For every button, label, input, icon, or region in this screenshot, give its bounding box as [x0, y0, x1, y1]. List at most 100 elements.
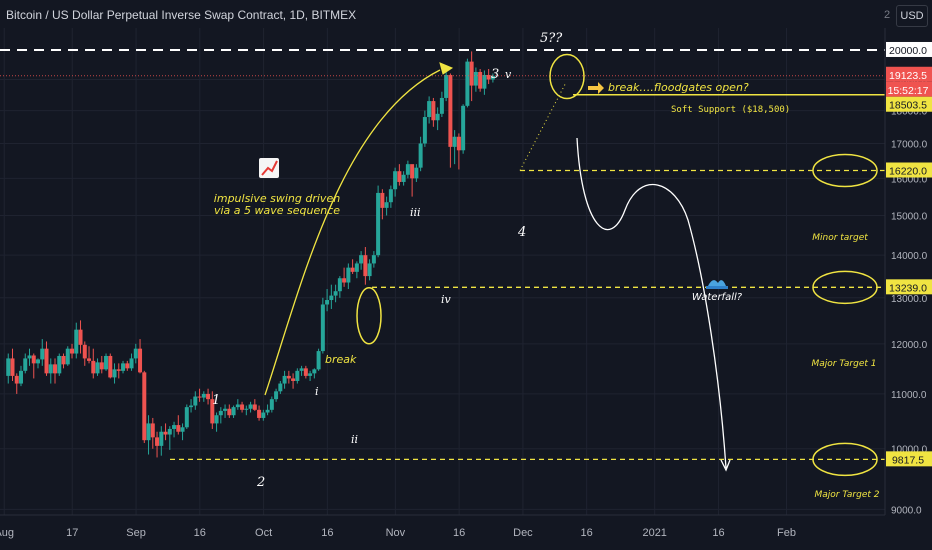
candle: [384, 202, 389, 208]
candle: [418, 143, 423, 168]
waterfall-label: Waterfall?: [692, 292, 743, 303]
candle: [452, 136, 457, 147]
candle: [329, 295, 334, 301]
major-target-2-ellipse: [812, 442, 878, 477]
candle: [405, 164, 410, 175]
candle: [210, 399, 215, 424]
time-tick-label: Sep: [126, 527, 146, 539]
candle: [201, 393, 206, 398]
candle: [320, 304, 325, 352]
candle: [40, 348, 45, 360]
wave-icon-base: [706, 286, 728, 289]
candle: [337, 278, 342, 292]
currency-button[interactable]: USD: [896, 5, 928, 27]
time-tick-label: 16: [194, 527, 206, 539]
candle: [278, 383, 283, 392]
wave-3-label: 3: [491, 67, 499, 82]
candle: [380, 192, 385, 208]
impulse-arrow-curve: [264, 69, 441, 396]
price-tick-label: 13000.0: [891, 294, 928, 305]
candle: [150, 423, 155, 438]
badge-major-target-1: 13239.0: [889, 282, 927, 294]
candle: [163, 431, 168, 435]
candle: [346, 267, 351, 283]
minor-target-label: Minor target: [812, 233, 868, 243]
chart-up-icon-line: [261, 160, 278, 176]
candle: [393, 171, 398, 190]
candle: [388, 189, 393, 203]
candle: [197, 396, 202, 398]
break-label: break: [325, 353, 357, 366]
candle: [99, 362, 104, 370]
candle: [167, 428, 172, 435]
badge-last-price: 19123.5: [889, 70, 927, 82]
candle: [478, 71, 483, 89]
candle: [252, 404, 257, 410]
wave-iv-label: iv: [441, 293, 452, 306]
candle: [155, 437, 160, 446]
chart-drawings: [0, 48, 885, 477]
candle: [401, 174, 406, 182]
pointing-hand-icon: [588, 82, 604, 94]
time-axis-bg: [0, 515, 885, 550]
candle: [44, 348, 49, 374]
break-ellipse: [356, 287, 382, 345]
candle: [354, 263, 359, 272]
waterfall-path: [576, 137, 727, 469]
candle: [142, 372, 147, 441]
impulse-text-2: via a 5 wave sequence: [214, 204, 340, 217]
badge-major-target-2-bg: [886, 451, 932, 467]
candle: [444, 74, 449, 98]
impulse-arrowhead: [439, 62, 454, 75]
price-tick-label: 14000.0: [891, 251, 928, 262]
candle: [325, 300, 330, 305]
wave-4-label: 4: [517, 225, 526, 240]
candle: [70, 348, 75, 354]
wave-ii-label: ii: [351, 433, 358, 446]
badge-20000: 20000.0: [889, 45, 927, 57]
price-tick-label: 15000.0: [891, 211, 928, 222]
candle: [265, 409, 270, 413]
candle: [486, 74, 491, 80]
time-tick-label: 16: [581, 527, 593, 539]
badge-major-target-2: 9817.5: [892, 454, 924, 466]
candle: [116, 369, 121, 371]
candle: [422, 117, 427, 144]
wave-1-label: 1: [212, 393, 220, 408]
candle: [218, 410, 223, 416]
candle: [227, 408, 232, 416]
candle: [87, 358, 92, 361]
wave-i-label: i: [315, 385, 319, 398]
waterfall-arrowhead: [720, 459, 731, 472]
candle: [176, 425, 181, 432]
candle: [53, 364, 58, 374]
candle: [19, 370, 24, 384]
wave-icon: [708, 280, 726, 286]
wave-5-label: 5??: [540, 31, 563, 46]
candle: [376, 192, 381, 256]
candle: [482, 74, 487, 89]
candle: [410, 164, 415, 179]
candle: [303, 368, 308, 376]
candle: [129, 358, 134, 369]
candle: [125, 363, 130, 369]
price-axis[interactable]: 9000.0 10000.0 11000.0 12000.0 13000.0 14000.…: [884, 0, 932, 550]
candle: [31, 355, 36, 364]
major-target-2-label: Major Target 2: [815, 490, 880, 500]
time-tick-label: 16: [453, 527, 465, 539]
candle: [269, 399, 274, 410]
time-axis[interactable]: Aug 17 Sep 16 Oct 16 Nov 16 Dec 16 2021 16 Feb: [0, 514, 885, 550]
candle: [299, 368, 304, 371]
time-tick-label: Oct: [255, 527, 272, 539]
wave-2-label: 2: [256, 475, 265, 490]
candle: [91, 360, 96, 374]
candle: [342, 278, 347, 283]
candle: [244, 408, 249, 410]
candle: [240, 404, 245, 410]
candle: [14, 375, 19, 384]
candle: [57, 355, 62, 374]
time-tick-label: 16: [321, 527, 333, 539]
candle: [295, 370, 300, 381]
